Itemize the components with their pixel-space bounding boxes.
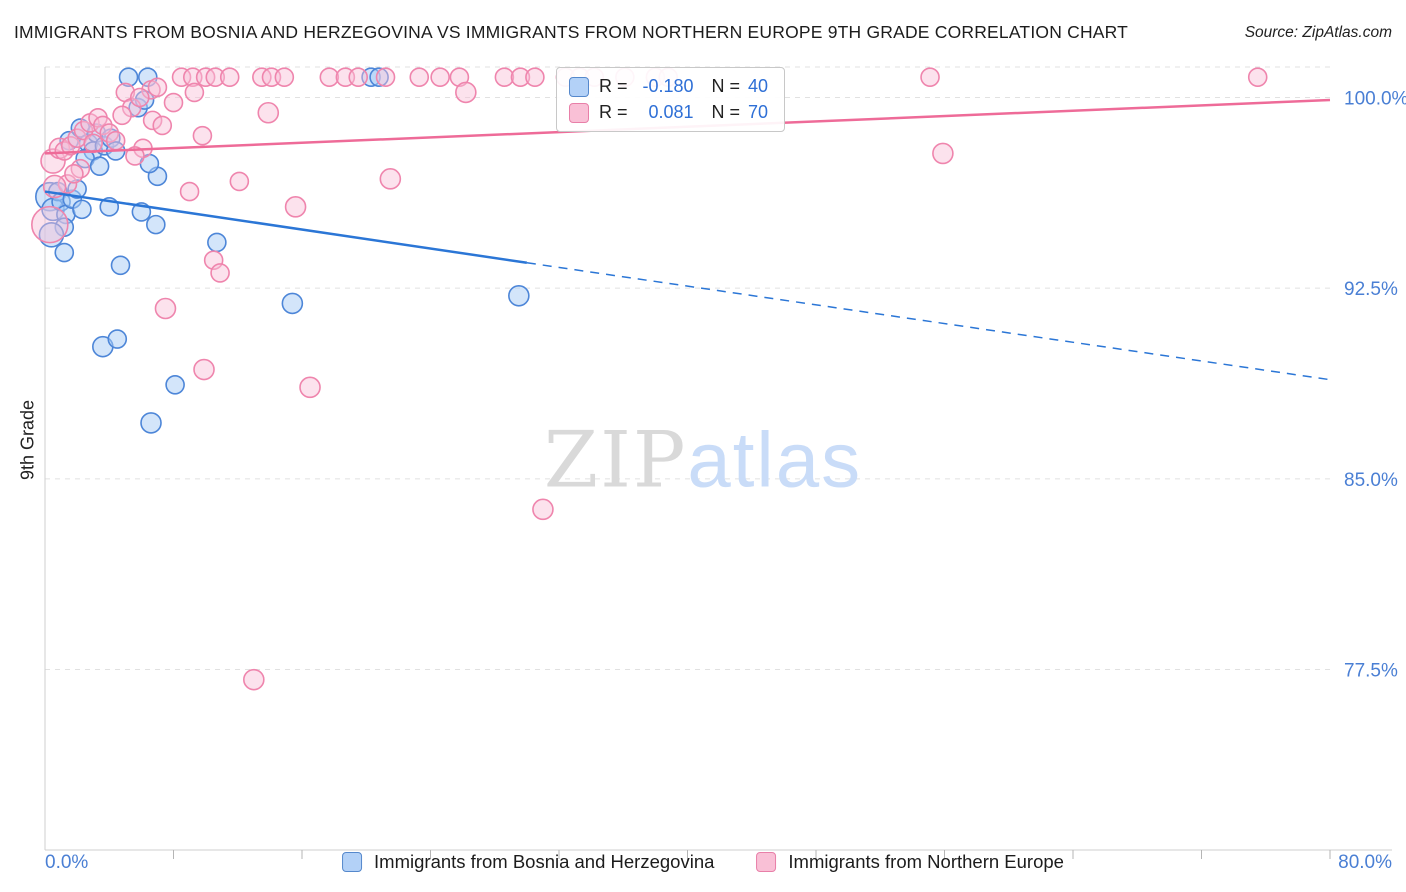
y-tick-label: 92.5% <box>1344 279 1398 300</box>
scatter-point-northern-europe[interactable] <box>154 297 177 320</box>
scatter-point-bosnia[interactable] <box>54 242 75 263</box>
scatter-point-northern-europe[interactable] <box>348 67 369 87</box>
scatter-point-northern-europe[interactable] <box>1247 67 1268 87</box>
scatter-point-northern-europe[interactable] <box>299 376 321 399</box>
n-label: N = <box>711 102 741 122</box>
scatter-point-northern-europe[interactable] <box>375 67 396 87</box>
scatter-point-northern-europe[interactable] <box>152 115 173 136</box>
y-tick-label: 77.5% <box>1344 661 1398 682</box>
scatter-point-northern-europe[interactable] <box>319 67 340 87</box>
y-tick-label: 85.0% <box>1344 470 1398 491</box>
scatter-point-northern-europe[interactable] <box>112 105 132 126</box>
scatter-point-northern-europe[interactable] <box>274 67 295 87</box>
r-value-bosnia: -0.180 <box>642 76 694 96</box>
scatter-point-northern-europe[interactable] <box>31 205 69 244</box>
scatter-point-bosnia[interactable] <box>165 374 185 395</box>
legend-item-northern-europe[interactable]: Immigrants from Northern Europe <box>756 851 1064 873</box>
n-label: N = <box>711 76 741 96</box>
bosnia-swatch-icon <box>569 76 589 97</box>
scatter-point-northern-europe[interactable] <box>219 67 240 87</box>
scatter-point-northern-europe[interactable] <box>284 196 307 218</box>
scatter-point-northern-europe[interactable] <box>532 498 554 521</box>
scatter-point-northern-europe[interactable] <box>83 133 103 154</box>
northern-europe-swatch-icon <box>569 102 589 123</box>
scatter-point-bosnia[interactable] <box>110 255 131 276</box>
scatter-point-bosnia[interactable] <box>72 199 92 220</box>
r-value-northern-europe: 0.081 <box>648 102 694 122</box>
watermark-atlas: atlas <box>687 415 863 504</box>
scatter-point-northern-europe[interactable] <box>129 87 150 108</box>
scatter-point-northern-europe[interactable] <box>40 148 66 174</box>
scatter-point-northern-europe[interactable] <box>184 82 205 103</box>
bosnia-legend-swatch-icon <box>342 852 363 872</box>
scatter-point-bosnia[interactable] <box>67 179 87 199</box>
source-attribution: Source: ZipAtlas.com <box>1244 24 1392 41</box>
x-axis-max-label: 80.0% <box>1338 852 1392 873</box>
scatter-point-bosnia[interactable] <box>207 232 227 253</box>
r-label: R = <box>599 102 628 122</box>
y-tick-label: 100.0% <box>1344 89 1406 110</box>
scatter-point-northern-europe[interactable] <box>494 67 515 87</box>
scatter-point-northern-europe[interactable] <box>205 67 226 87</box>
legend-label-bosnia: Immigrants from Bosnia and Herzegovina <box>374 851 715 872</box>
scatter-point-northern-europe[interactable] <box>99 123 120 143</box>
scatter-point-northern-europe[interactable] <box>192 125 213 146</box>
scatter-point-northern-europe[interactable] <box>229 171 250 192</box>
x-axis-min-label: 0.0% <box>45 852 89 873</box>
scatter-point-northern-europe[interactable] <box>147 77 168 98</box>
stats-row-northern-europe: R = 0.081 N = 70 <box>569 102 768 123</box>
scatter-point-bosnia[interactable] <box>281 292 304 315</box>
scatter-point-bosnia[interactable] <box>89 156 110 176</box>
stats-row-bosnia: R = -0.180 N = 40 <box>569 76 768 97</box>
chart-legend: Immigrants from Bosnia and Herzegovina I… <box>342 851 1064 873</box>
scatter-point-northern-europe[interactable] <box>449 67 470 87</box>
scatter-point-northern-europe[interactable] <box>163 92 184 113</box>
scatter-point-northern-europe[interactable] <box>920 67 940 87</box>
trend-line-bosnia-dashed <box>526 262 1331 381</box>
scatter-point-northern-europe[interactable] <box>64 163 84 184</box>
scatter-point-northern-europe[interactable] <box>60 136 81 156</box>
trend-line-bosnia-solid <box>44 190 528 264</box>
n-value-bosnia: 40 <box>748 76 769 96</box>
scatter-point-northern-europe[interactable] <box>455 81 477 104</box>
scatter-point-bosnia[interactable] <box>118 67 139 87</box>
scatter-point-northern-europe[interactable] <box>525 67 545 87</box>
scatter-point-northern-europe[interactable] <box>430 67 450 87</box>
scatter-point-northern-europe[interactable] <box>409 67 430 87</box>
scatter-point-northern-europe[interactable] <box>171 67 192 87</box>
scatter-point-bosnia[interactable] <box>146 214 166 235</box>
scatter-point-northern-europe[interactable] <box>510 67 531 87</box>
scatter-point-northern-europe[interactable] <box>257 101 280 124</box>
scatter-point-northern-europe[interactable] <box>210 263 230 283</box>
northern-europe-legend-swatch-icon <box>756 852 777 872</box>
scatter-point-northern-europe[interactable] <box>379 168 402 190</box>
scatter-point-northern-europe[interactable] <box>105 130 126 151</box>
scatter-point-northern-europe[interactable] <box>179 181 200 202</box>
correlation-stats-box: R = -0.180 N = 40 R = 0.081 N = 70 <box>556 67 786 132</box>
watermark-zip: ZIP <box>543 415 688 506</box>
scatter-point-northern-europe[interactable] <box>932 142 954 165</box>
scatter-point-bosnia[interactable] <box>140 412 162 434</box>
scatter-point-bosnia[interactable] <box>508 284 530 307</box>
scatter-point-bosnia[interactable] <box>369 67 389 87</box>
n-value-northern-europe: 70 <box>748 102 769 122</box>
r-label: R = <box>599 76 628 96</box>
scatter-point-northern-europe[interactable] <box>142 110 163 131</box>
scatter-point-northern-europe[interactable] <box>193 358 215 381</box>
scatter-point-northern-europe[interactable] <box>125 146 145 166</box>
legend-item-bosnia[interactable]: Immigrants from Bosnia and Herzegovina <box>342 851 714 873</box>
scatter-point-northern-europe[interactable] <box>93 115 113 136</box>
watermark: ZIPatlas <box>544 415 862 506</box>
legend-label-northern-europe: Immigrants from Northern Europe <box>788 851 1064 872</box>
scatter-point-bosnia[interactable] <box>107 329 128 349</box>
scatter-point-northern-europe[interactable] <box>243 668 265 691</box>
page-title: IMMIGRANTS FROM BOSNIA AND HERZEGOVINA V… <box>14 22 1129 42</box>
